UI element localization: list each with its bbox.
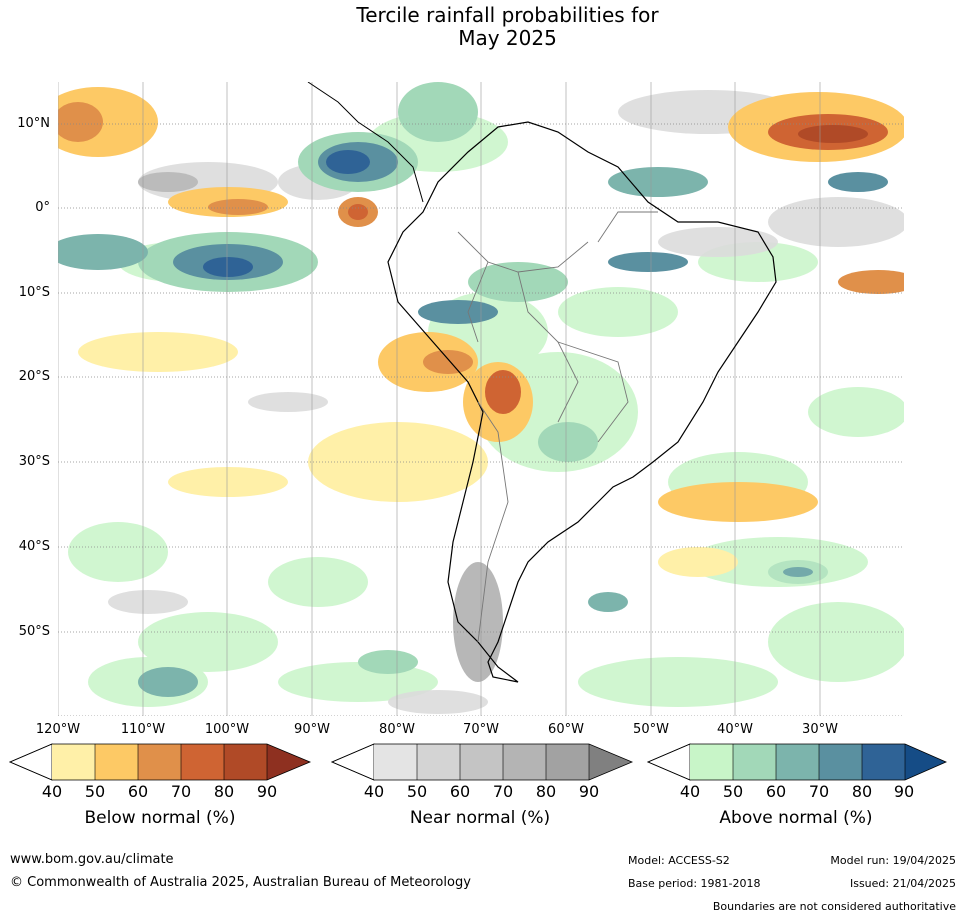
website-link[interactable]: www.bom.gov.au/climate: [10, 852, 174, 867]
near-tick-60: 60: [449, 782, 471, 801]
below-tick-40: 40: [41, 782, 63, 801]
near-tick-90: 90: [578, 782, 600, 801]
below-tick-50: 50: [84, 782, 106, 801]
above-tick-40: 40: [679, 782, 701, 801]
below-normal-areas: [58, 87, 904, 577]
disclaimer-text: Boundaries are not considered authoritat…: [712, 900, 956, 913]
below-tick-70: 70: [170, 782, 192, 801]
above-tick-70: 70: [808, 782, 830, 801]
rainfall-map: [58, 82, 904, 716]
lon-label-80w: 80°W: [379, 722, 415, 737]
near-normal-title: Near normal (%): [409, 808, 551, 828]
south-america-coastline: [387, 121, 777, 683]
near-tick-80: 80: [535, 782, 557, 801]
central-america-coastline: [307, 82, 424, 203]
near-swatch-6: [589, 744, 632, 780]
colorbar-near-normal: [330, 743, 634, 781]
lat-label-50s: 50°S: [18, 624, 50, 639]
model-run-text: Model run: 19/04/2025: [830, 854, 956, 867]
below-tick-60: 60: [127, 782, 149, 801]
lat-label-10s: 10°S: [18, 285, 50, 300]
base-period-text: Base period: 1981-2018: [628, 877, 761, 890]
lat-label-30s: 30°S: [18, 454, 50, 469]
below-swatch-2: [95, 744, 138, 780]
above-normal-title: Above normal (%): [719, 808, 873, 828]
below-tick-80: 80: [213, 782, 235, 801]
near-swatch-3: [460, 744, 503, 780]
map-svg: [58, 82, 904, 716]
lon-label-90w: 90°W: [294, 722, 330, 737]
below-swatch-4: [181, 744, 224, 780]
near-tick-40: 40: [363, 782, 385, 801]
above-tick-90: 90: [893, 782, 915, 801]
lon-label-50w: 50°W: [633, 722, 669, 737]
near-swatch-4: [503, 744, 546, 780]
lon-label-40w: 40°W: [717, 722, 753, 737]
lon-label-120w: 120°W: [35, 722, 81, 737]
above-swatch-6: [905, 744, 946, 780]
issued-text: Issued: 21/04/2025: [849, 877, 956, 890]
above-tick-80: 80: [851, 782, 873, 801]
meridians: [58, 82, 821, 716]
above-tick-50: 50: [722, 782, 744, 801]
lat-label-40s: 40°S: [18, 539, 50, 554]
colorbar-above-normal: [646, 743, 947, 781]
model-text: Model: ACCESS-S2: [628, 854, 730, 867]
lon-label-70w: 70°W: [463, 722, 499, 737]
near-tick-70: 70: [492, 782, 514, 801]
below-swatch-1: [52, 744, 95, 780]
above-normal-areas: [58, 82, 888, 697]
above-swatch-4: [819, 744, 862, 780]
title-line-2: May 2025: [458, 26, 557, 50]
above-swatch-2: [733, 744, 776, 780]
near-normal-field: [108, 90, 904, 714]
near-tick-50: 50: [406, 782, 428, 801]
below-swatch-5: [224, 744, 267, 780]
copyright-text: © Commonwealth of Australia 2025, Austra…: [10, 875, 471, 890]
lon-label-110w: 110°W: [120, 722, 166, 737]
near-swatch-1: [374, 744, 417, 780]
below-swatch-3: [138, 744, 181, 780]
above-swatch-3: [776, 744, 819, 780]
above-swatch-5: [862, 744, 905, 780]
below-normal-title: Below normal (%): [84, 808, 236, 828]
country-borders: [457, 211, 658, 643]
lon-label-100w: 100°W: [204, 722, 250, 737]
lat-label-20s: 20°S: [18, 369, 50, 384]
near-swatch-5: [546, 744, 589, 780]
below-tick-90: 90: [256, 782, 278, 801]
map-title: Tercile rainfall probabilities for May 2…: [0, 4, 965, 50]
colorbar-below-normal: [8, 743, 312, 781]
lon-label-30w: 30°W: [802, 722, 838, 737]
lon-label-60w: 60°W: [548, 722, 584, 737]
below-swatch-6: [267, 744, 310, 780]
near-swatch-2: [417, 744, 460, 780]
lat-label-0: 0°: [35, 200, 50, 215]
above-tick-60: 60: [765, 782, 787, 801]
lat-label-10n: 10°N: [17, 116, 50, 131]
title-line-1: Tercile rainfall probabilities for: [356, 3, 659, 27]
above-swatch-1: [690, 744, 733, 780]
